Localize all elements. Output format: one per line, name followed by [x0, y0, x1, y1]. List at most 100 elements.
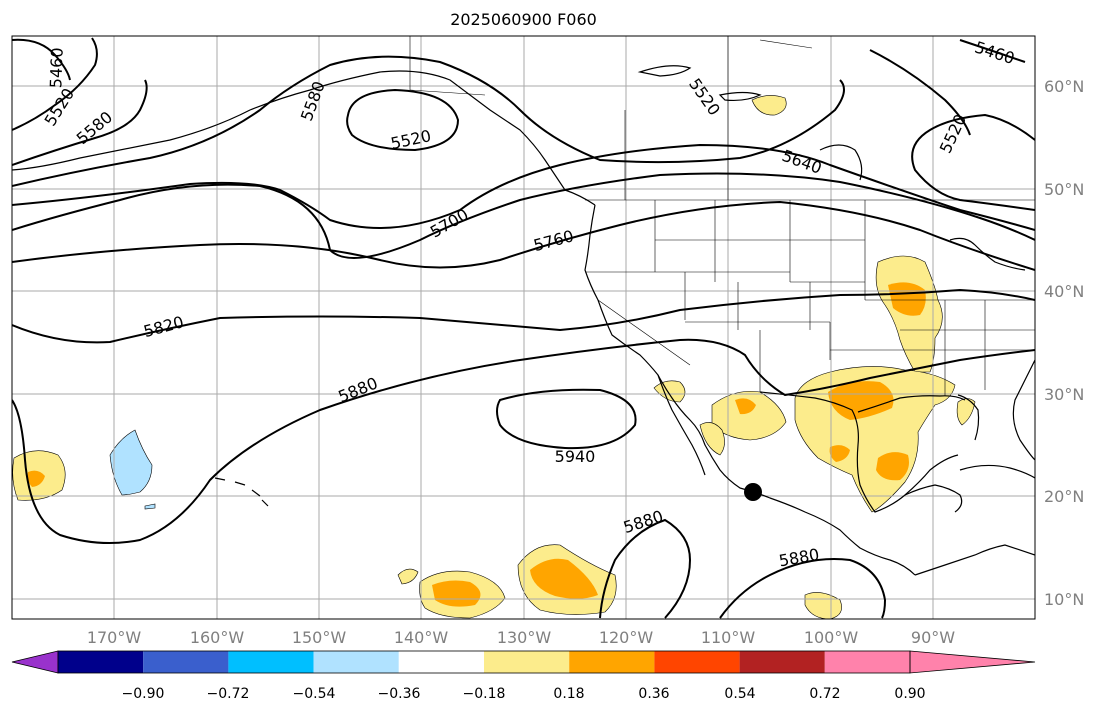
contour-label: 5640 — [780, 146, 825, 178]
colorbar-tick-label: 0.54 — [724, 686, 755, 702]
colorbar-tick-label: −0.54 — [293, 686, 336, 702]
contour-5520-west — [12, 37, 98, 131]
contour-5880-south2 — [719, 558, 887, 619]
colorbar-segment — [569, 651, 655, 673]
colorbar-segment — [313, 651, 399, 673]
coastline-east-coast — [1012, 359, 1035, 461]
contour-5820 — [12, 288, 1035, 344]
contour-5880-south — [599, 518, 692, 619]
coastline-gulf-north — [857, 395, 966, 413]
coastlines — [12, 65, 1035, 576]
contour-label: 5880 — [777, 545, 820, 571]
lon-axis-labels: 170°W 160°W 150°W 140°W 130°W 120°W 110°… — [87, 628, 955, 647]
contour-label: 5580 — [297, 79, 329, 124]
lat-label: 10°N — [1044, 590, 1084, 609]
shade-region-mexico-core — [735, 398, 756, 415]
lon-label: 120°W — [599, 628, 654, 647]
coastline-hawaii — [214, 477, 269, 507]
map-title: 2025060900 F060 — [450, 10, 597, 29]
contour-5520-east — [869, 49, 971, 136]
colorbar-tick-label: 0.18 — [553, 686, 584, 702]
colorbar-extend-right — [909, 650, 1036, 674]
colorbar-tick-label: 0.90 — [894, 686, 925, 702]
lon-label: 110°W — [701, 628, 756, 647]
contour-label: 5760 — [531, 226, 575, 255]
shade-region-baja-north — [653, 380, 686, 403]
colorbar-tick-label: −0.18 — [463, 686, 506, 702]
shade-region-tropics-1-core — [432, 580, 481, 607]
contour-5700 — [12, 172, 1035, 259]
colorbar-segment — [143, 651, 229, 673]
shade-region-tropics-4 — [804, 592, 842, 619]
shade-region-baja — [699, 422, 725, 456]
lon-label: 160°W — [190, 628, 245, 647]
colorbar-tick-label: −0.90 — [122, 686, 165, 702]
contour-label: 5880 — [336, 373, 381, 406]
coastline-central-america — [914, 544, 1035, 576]
lon-label: 170°W — [87, 628, 142, 647]
colorbar-extend-left — [11, 650, 59, 674]
colorbar-segment — [824, 651, 910, 673]
shade-region-hawaii-west-core — [27, 470, 45, 487]
coastline-west-coast — [584, 204, 916, 576]
state-borders — [409, 36, 1035, 396]
colorbar-segment — [58, 651, 144, 673]
colorbar-segment — [484, 651, 570, 673]
shade-region-canada — [751, 95, 787, 116]
height-contours — [12, 37, 1035, 619]
contour-label: 5460 — [972, 37, 1017, 68]
lon-label: 100°W — [804, 628, 859, 647]
coastline-hudson — [819, 144, 863, 181]
coastline-florida — [957, 394, 980, 441]
contour-label: 5580 — [73, 107, 116, 148]
contour-label: 5520 — [40, 85, 78, 130]
contour-5460-west — [12, 38, 71, 81]
contour-label: 5880 — [621, 506, 666, 537]
colorbar-segment — [739, 651, 825, 673]
lat-axis-labels: 10°N 20°N 30°N 40°N 50°N 60°N — [1044, 77, 1084, 609]
contour-label: 5460 — [46, 47, 66, 88]
colorbar: −0.90 −0.72 −0.54 −0.36 −0.18 0.18 0.36 … — [11, 650, 1036, 702]
contour-5460-east — [959, 39, 1026, 63]
shade-region-tropics-3 — [397, 568, 419, 585]
coastline-yucatan — [904, 484, 963, 513]
lon-label: 140°W — [394, 628, 449, 647]
colorbar-tick-label: −0.36 — [378, 686, 421, 702]
colorbar-tick-label: 0.72 — [809, 686, 840, 702]
lon-label: 150°W — [292, 628, 347, 647]
lon-label: 90°W — [911, 628, 955, 647]
colorbar-tick-label: −0.72 — [207, 686, 250, 702]
contour-5520-low — [346, 88, 460, 152]
shade-region-gulf-core — [828, 381, 894, 420]
colorbar-segment — [398, 651, 484, 673]
contour-label: 5820 — [141, 312, 185, 341]
shade-region-mexico — [711, 391, 787, 441]
contour-5520-east2 — [911, 113, 1035, 211]
shade-region-gulf-core2 — [876, 452, 909, 481]
contour-label: 5700 — [427, 205, 472, 242]
contour-label: 5520 — [936, 111, 970, 156]
contour-5760 — [12, 200, 1035, 271]
lon-label: 130°W — [497, 628, 552, 647]
lat-label: 30°N — [1044, 385, 1084, 404]
lat-label: 60°N — [1044, 77, 1084, 96]
contour-5580-low — [12, 55, 845, 187]
lat-label: 20°N — [1044, 487, 1084, 506]
colorbar-segment — [654, 651, 740, 673]
map-frame — [11, 35, 1036, 620]
lat-label: 50°N — [1044, 180, 1084, 199]
colorbar-tick-label: 0.36 — [638, 686, 669, 702]
colorbar-frame — [57, 650, 911, 674]
shade-region-gulf-core3 — [829, 445, 850, 462]
lat-label: 40°N — [1044, 282, 1084, 301]
contour-5880 — [12, 338, 1035, 545]
contour-5940 — [496, 388, 637, 450]
shade-region-blue-small — [144, 503, 156, 510]
coastline-alaska — [12, 70, 596, 206]
contour-5580-west — [12, 79, 148, 166]
shade-region-tropics-2-core — [530, 558, 598, 599]
coastline-gulf-coast — [759, 391, 959, 513]
contour-label: 5520 — [685, 75, 724, 119]
coastline-cuba — [959, 464, 1035, 479]
